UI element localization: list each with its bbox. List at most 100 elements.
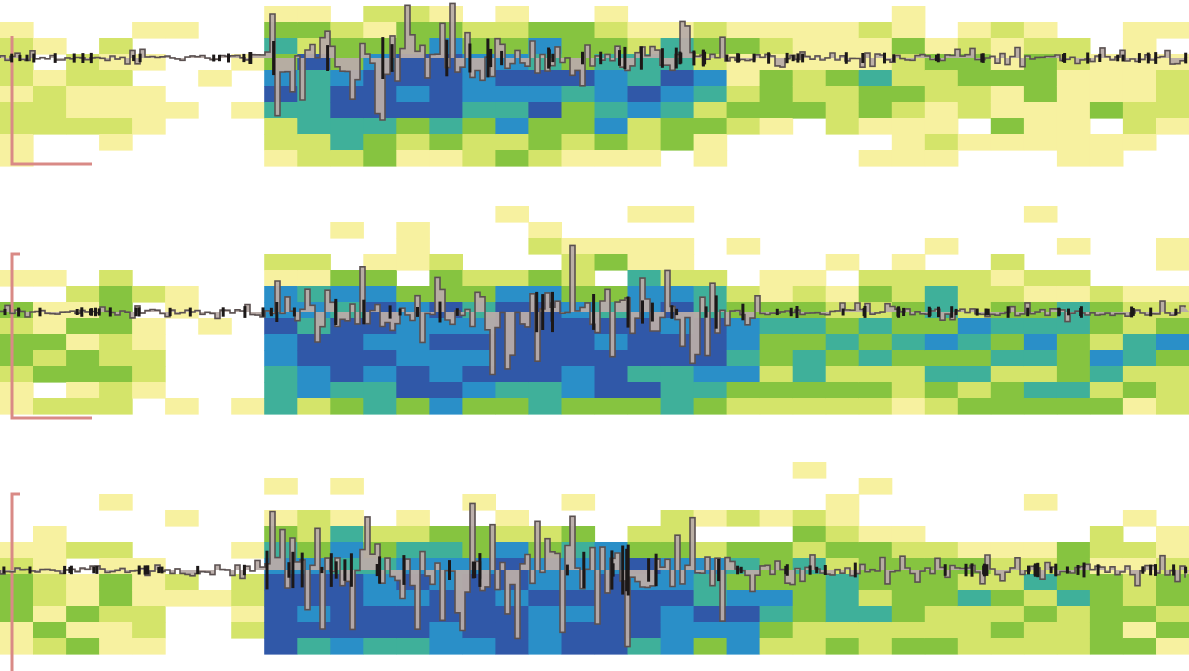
signal-accent xyxy=(95,566,99,574)
heatmap-cell xyxy=(0,638,34,655)
heatmap-cell xyxy=(231,590,265,607)
heatmap-cell xyxy=(1156,382,1189,399)
signal-accent xyxy=(950,306,954,318)
heatmap-cell xyxy=(792,622,827,639)
heatmap-cell xyxy=(1156,542,1189,559)
signal-accent xyxy=(1149,307,1153,317)
heatmap-cell xyxy=(891,542,926,559)
signal-accent xyxy=(582,551,586,589)
heatmap-cell xyxy=(330,366,364,383)
heatmap-cell xyxy=(594,22,629,39)
heatmap-cell xyxy=(1156,334,1189,351)
heatmap-cell xyxy=(957,22,992,39)
signal-accent xyxy=(964,563,968,577)
heatmap-cell xyxy=(264,382,298,399)
signal-accent xyxy=(291,551,295,589)
heatmap-cell xyxy=(396,350,430,367)
heatmap-cell xyxy=(363,366,397,383)
heatmap-cell xyxy=(0,542,34,559)
heatmap-cells xyxy=(0,6,1189,167)
heatmap-cell xyxy=(891,590,926,607)
heatmap-cell xyxy=(99,622,133,639)
heatmap-cell xyxy=(957,638,992,655)
heatmap-cell xyxy=(693,382,728,399)
heatmap-cell xyxy=(528,622,562,639)
signal-accent xyxy=(28,566,32,574)
heatmap-cell xyxy=(528,22,562,39)
heatmap-cell xyxy=(99,118,133,135)
heatmap-cell xyxy=(528,382,562,399)
heatmap-cell xyxy=(396,526,430,543)
heatmap-cell xyxy=(495,102,529,119)
heatmap-cell xyxy=(594,134,629,151)
heatmap-cell xyxy=(396,254,430,271)
heatmap-cell xyxy=(33,70,67,87)
signal-accent xyxy=(936,53,940,63)
heatmap-cell xyxy=(0,70,34,87)
heatmap-cell xyxy=(330,382,364,399)
heatmap-cell xyxy=(1122,606,1157,623)
heatmap-cell xyxy=(957,542,992,559)
heatmap-cell xyxy=(1023,638,1058,655)
heatmap-cell xyxy=(924,398,959,415)
heatmap-cell xyxy=(693,270,728,287)
heatmap-cell xyxy=(462,102,496,119)
heatmap-cell xyxy=(594,118,629,135)
heatmap-cell xyxy=(726,590,761,607)
heatmap-cell xyxy=(891,526,926,543)
heatmap-cell xyxy=(1023,574,1058,591)
heatmap-cell xyxy=(858,318,893,335)
heatmap-cell xyxy=(561,622,596,639)
heatmap-cell xyxy=(825,86,860,103)
heatmap-cell xyxy=(924,606,959,623)
heatmap-cell xyxy=(1023,102,1058,119)
signal-accent xyxy=(775,308,779,316)
heatmap-cell xyxy=(627,54,662,71)
signal-accent xyxy=(785,52,789,64)
heatmap-cell xyxy=(231,622,265,639)
heatmap-cell xyxy=(1056,86,1091,103)
heatmap-cell xyxy=(660,350,695,367)
heatmap-cell xyxy=(495,86,529,103)
heatmap-cell xyxy=(396,102,430,119)
signal-accent xyxy=(737,53,741,63)
heatmap-cell xyxy=(726,318,761,335)
heatmap-cell xyxy=(1023,38,1058,55)
heatmap-cell xyxy=(627,134,662,151)
signal-accent xyxy=(1154,52,1158,64)
signal-accent xyxy=(896,307,900,317)
heatmap-cell xyxy=(99,398,133,415)
heatmap-cell xyxy=(99,70,133,87)
heatmap-cell xyxy=(825,102,860,119)
heatmap-cell xyxy=(0,574,34,591)
heatmap-cell xyxy=(99,86,133,103)
signal-accent xyxy=(275,302,279,322)
heatmap-cell xyxy=(924,638,959,655)
heatmap-cell xyxy=(561,398,596,415)
signal-accent xyxy=(146,565,150,575)
heatmap-cell xyxy=(1056,606,1091,623)
signal-accent xyxy=(390,44,394,72)
heatmap-cell xyxy=(462,398,496,415)
signal-accent xyxy=(892,54,896,62)
heatmap-cell xyxy=(924,150,959,167)
heatmap-cell xyxy=(0,622,34,639)
heatmap-cell xyxy=(330,606,364,623)
heatmap-cell xyxy=(495,6,529,23)
heatmap-cell xyxy=(528,574,562,591)
heatmap-cell xyxy=(330,22,364,39)
scale-bar xyxy=(10,252,92,420)
signal-accent xyxy=(269,307,273,317)
heatmap-cell xyxy=(0,22,34,39)
heatmap-cell xyxy=(1122,86,1157,103)
heatmap-cell xyxy=(726,286,761,303)
signal-accent xyxy=(841,308,845,316)
heatmap-cell xyxy=(363,286,397,303)
heatmap-cell xyxy=(825,510,860,527)
heatmap-cell xyxy=(561,350,596,367)
heatmap-cell xyxy=(594,638,629,655)
heatmap-cell xyxy=(132,382,166,399)
heatmap-cell xyxy=(0,134,34,151)
heatmap-cell xyxy=(297,118,331,135)
heatmap-cell xyxy=(693,510,728,527)
